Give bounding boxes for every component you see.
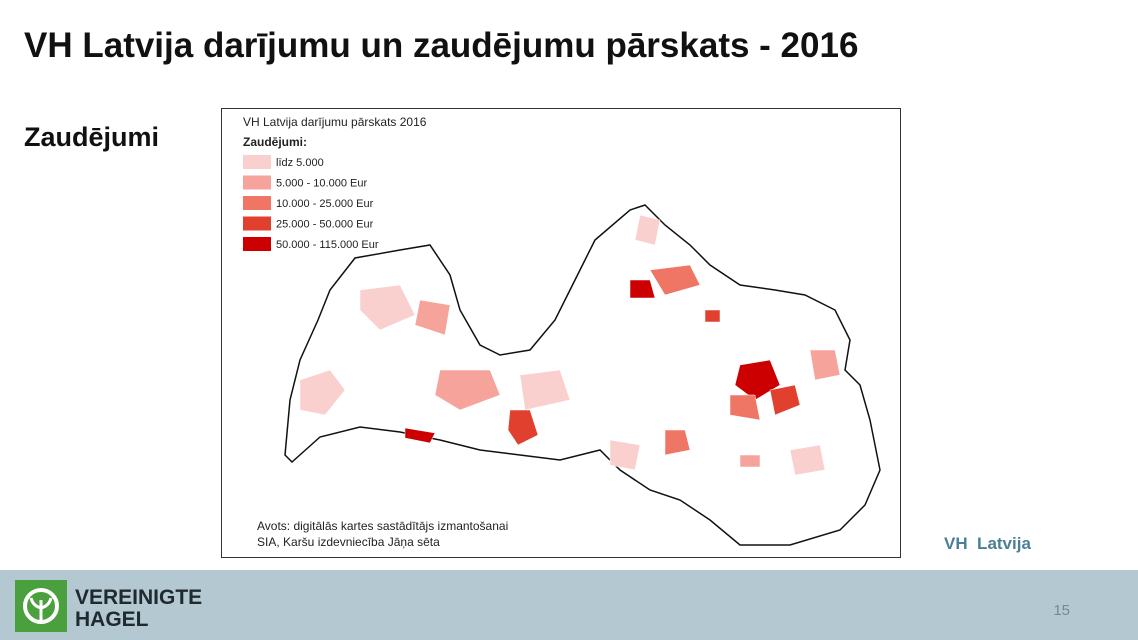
legend-title: Zaudējumi: bbox=[243, 135, 307, 149]
legend-label: 50.000 - 115.000 Eur bbox=[276, 239, 379, 251]
brand-label: VH Latvija bbox=[944, 534, 1031, 553]
loss-regions bbox=[299, 214, 841, 476]
slide-subtitle: Zaudējumi bbox=[24, 122, 160, 152]
legend-label: līdz 5.000 bbox=[276, 157, 324, 169]
logo-text: HAGEL bbox=[75, 608, 149, 631]
logo: VEREINIGTE HAGEL bbox=[15, 580, 202, 632]
legend-swatch bbox=[243, 196, 271, 210]
legend-swatch bbox=[243, 237, 271, 251]
legend-label: 5.000 - 10.000 Eur bbox=[276, 178, 367, 190]
legend-swatch bbox=[243, 155, 271, 169]
slide-title: VH Latvija darījumu un zaudējumu pārskat… bbox=[24, 26, 859, 65]
legend-label: 10.000 - 25.000 Eur bbox=[276, 198, 374, 210]
footer-bar: VEREINIGTE HAGEL 15 bbox=[0, 570, 1138, 640]
source-line: Avots: digitālās kartes sastādītājs izma… bbox=[257, 519, 508, 533]
map-panel: VH Latvija darījumu pārskats 2016 Zaudēj… bbox=[221, 108, 901, 558]
legend: līdz 5.000 5.000 - 10.000 Eur 10.000 - 25.… bbox=[243, 155, 379, 251]
map-title: VH Latvija darījumu pārskats 2016 bbox=[243, 115, 427, 129]
legend-label: 25.000 - 50.000 Eur bbox=[276, 219, 374, 231]
page-number: 15 bbox=[1053, 602, 1070, 619]
logo-text: VEREINIGTE bbox=[75, 586, 202, 609]
country-outline bbox=[284, 204, 881, 546]
source-line: SIA, Karšu izdevniecība Jāņa sēta bbox=[257, 535, 440, 549]
legend-swatch bbox=[243, 175, 271, 190]
legend-swatch bbox=[243, 216, 271, 231]
